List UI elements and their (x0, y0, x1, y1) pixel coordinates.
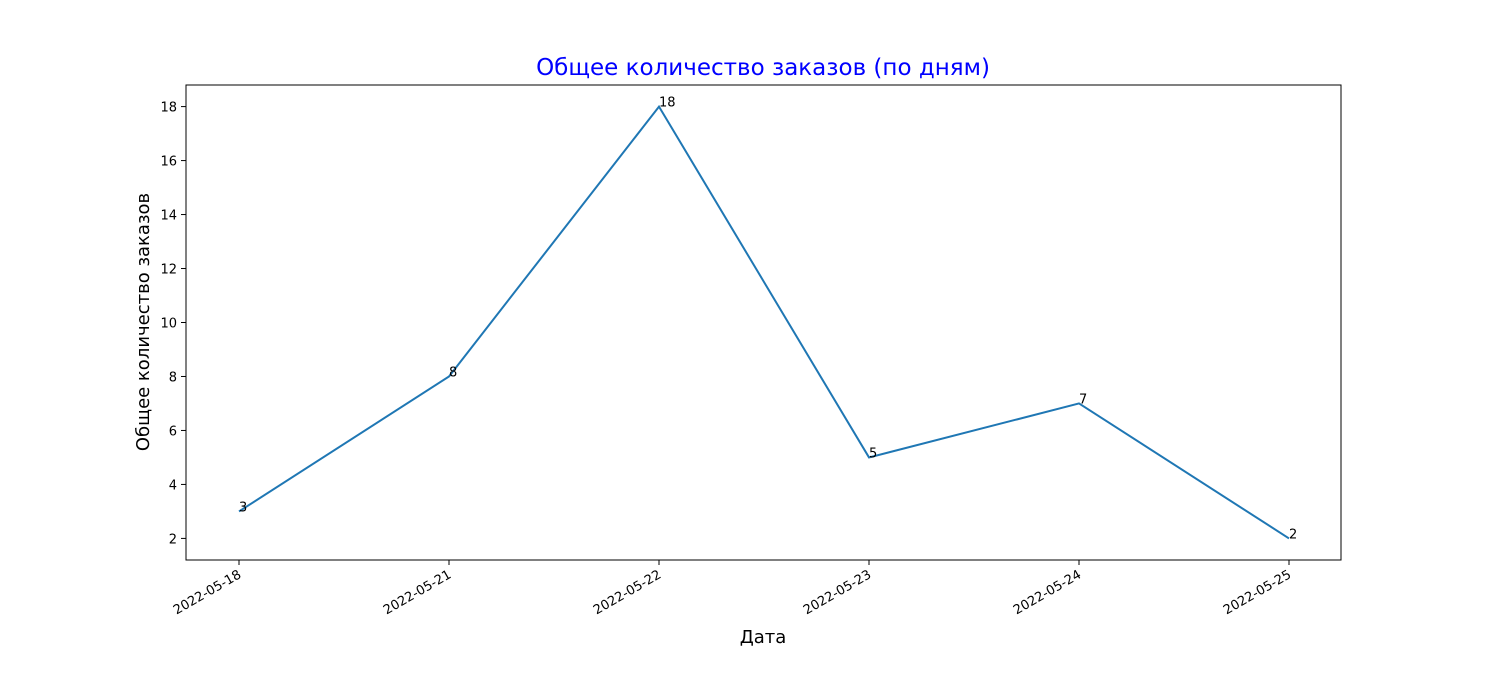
y-tick-label: 6 (169, 424, 177, 439)
data-label: 8 (449, 365, 457, 380)
series-line (238, 104, 1290, 540)
y-axis-label: Общее количество заказов (133, 193, 154, 451)
data-labels: 3 8 18 5 7 2 (239, 96, 1297, 543)
y-tick-label: 12 (160, 263, 177, 278)
y-tick-label: 14 (160, 209, 177, 224)
y-tick-label: 10 (160, 317, 177, 332)
data-label: 18 (659, 96, 676, 111)
chart-title: Общее количество заказов (по дням) (536, 55, 990, 81)
y-axis: 2 4 6 8 10 12 14 16 18 (160, 101, 186, 547)
data-label: 7 (1079, 392, 1087, 407)
y-tick-label: 16 (160, 155, 177, 170)
y-tick-label: 8 (169, 370, 177, 385)
data-label: 3 (239, 500, 247, 515)
y-tick-label: 2 (169, 532, 177, 547)
y-tick-label: 18 (160, 101, 177, 116)
y-tick-label: 4 (169, 478, 177, 493)
x-axis-label: Дата (740, 627, 787, 648)
data-label: 2 (1289, 527, 1297, 542)
data-label: 5 (869, 446, 877, 461)
